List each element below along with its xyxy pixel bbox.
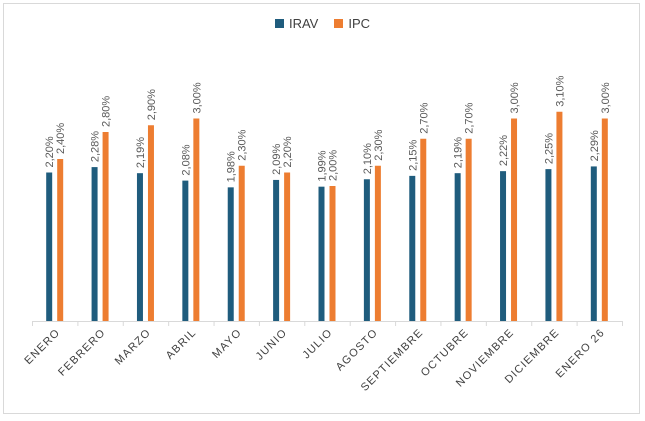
ipc-data-label: 2,20% — [282, 136, 294, 167]
irav-bar — [363, 179, 370, 321]
ipc-bar — [238, 165, 245, 321]
legend-swatch-irav — [274, 19, 284, 28]
legend: IRAV IPC — [0, 16, 645, 31]
irav-bar — [273, 179, 280, 321]
legend-swatch-ipc — [334, 19, 344, 28]
irav-data-label: 2,22% — [498, 135, 510, 166]
ipc-data-label: 2,70% — [418, 102, 430, 133]
ipc-bar — [284, 172, 291, 321]
ipc-bar — [329, 186, 336, 321]
irav-data-label: 2,20% — [44, 136, 56, 167]
ipc-bar — [57, 159, 64, 321]
x-tick-label: MARZO — [113, 327, 154, 368]
irav-bar — [500, 171, 507, 321]
x-tick-label: ABRIL — [164, 327, 199, 362]
irav-data-label: 2,19% — [135, 137, 147, 168]
irav-data-label: 2,10% — [362, 143, 374, 174]
irav-data-label: 1,98% — [226, 151, 238, 182]
irav-bar — [227, 187, 234, 321]
irav-bar — [590, 166, 597, 321]
ipc-bar — [420, 138, 427, 321]
ipc-bar — [556, 111, 563, 321]
legend-label-ipc: IPC — [348, 16, 371, 31]
x-tick-label: AGOSTO — [334, 327, 381, 374]
irav-data-label: 2,29% — [589, 130, 601, 161]
irav-bar — [182, 180, 189, 321]
irav-bar — [46, 172, 53, 321]
ipc-data-label: 3,00% — [600, 82, 612, 113]
ipc-data-label: 2,30% — [373, 129, 385, 160]
ipc-bar — [102, 132, 109, 321]
ipc-data-label: 2,90% — [146, 89, 158, 120]
ipc-data-label: 2,70% — [464, 102, 476, 133]
ipc-data-label: 2,30% — [237, 129, 249, 160]
x-tick-label: MAYO — [210, 327, 244, 361]
irav-bar — [136, 173, 143, 321]
x-tick-label: JULIO — [300, 327, 335, 362]
irav-data-label: 2,19% — [453, 137, 465, 168]
ipc-bar — [374, 165, 381, 321]
x-tick-label: ENERO 26 — [554, 327, 608, 381]
ipc-data-label: 3,10% — [554, 75, 566, 106]
ipc-bar — [511, 118, 518, 321]
legend-label-irav: IRAV — [288, 16, 319, 31]
legend-item-irav: IRAV — [274, 16, 319, 31]
irav-data-label: 2,28% — [90, 131, 102, 162]
irav-data-label: 2,25% — [543, 133, 555, 164]
ipc-data-label: 2,00% — [328, 150, 340, 181]
irav-bar — [409, 175, 416, 321]
irav-data-label: 2,09% — [271, 144, 283, 175]
irav-bar — [545, 169, 552, 321]
irav-bar — [91, 167, 98, 321]
irav-data-label: 2,08% — [180, 144, 192, 175]
ipc-bar — [193, 118, 200, 321]
irav-data-label: 1,99% — [317, 150, 329, 181]
ipc-bar — [147, 125, 154, 321]
x-tick-label: JUNIO — [254, 327, 290, 363]
ipc-bar — [465, 138, 472, 321]
ipc-data-label: 2,40% — [55, 123, 67, 154]
ipc-data-label: 3,00% — [509, 82, 521, 113]
ipc-data-label: 3,00% — [191, 82, 203, 113]
irav-bar — [318, 186, 325, 321]
legend-item-ipc: IPC — [334, 16, 370, 31]
ipc-data-label: 2,80% — [101, 96, 113, 127]
x-tick-label: FEBRERO — [56, 327, 108, 379]
x-tick-label: ENERO — [22, 327, 62, 367]
irav-bar — [454, 173, 461, 321]
ipc-bar — [601, 118, 608, 321]
irav-data-label: 2,15% — [407, 139, 419, 170]
